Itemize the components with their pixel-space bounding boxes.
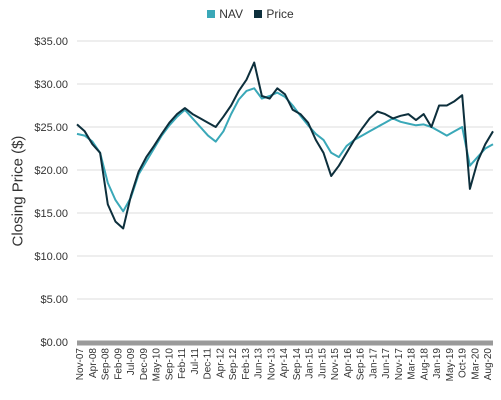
x-tick-label: Jun-15: [317, 348, 328, 379]
x-tick-label: Jul-11: [190, 348, 201, 375]
y-tick-label: $25.00: [34, 122, 68, 134]
x-tick-label: May-10: [152, 348, 163, 382]
x-tick-label: Nov-15: [330, 348, 341, 381]
x-tick-label: Nov-17: [394, 348, 405, 381]
legend-label-price: Price: [266, 7, 294, 21]
chart-legend: NAV Price: [0, 7, 501, 21]
x-tick-label: Feb-13: [241, 348, 252, 380]
x-tick-label: Sep-14: [292, 348, 303, 381]
x-tick-label: Apr-08: [88, 348, 99, 378]
x-tick-label: Dec-09: [139, 348, 150, 381]
x-tick-label: Sep-08: [101, 348, 112, 381]
x-tick-label: Dec-11: [203, 348, 214, 380]
x-tick-label: Oct-19: [458, 348, 469, 378]
x-tick-label: Jun-13: [254, 348, 265, 379]
x-tick-label: Jan-15: [305, 348, 316, 379]
x-tick-label: Sep-10: [164, 348, 175, 381]
x-tick-label: Mar-20: [470, 348, 481, 380]
y-tick-label: $30.00: [34, 79, 68, 91]
x-tick-label: Apr-12: [215, 348, 226, 378]
x-tick-label: Jan-17: [368, 348, 379, 379]
x-tick-label: Apr-14: [279, 348, 290, 378]
y-tick-label: $10.00: [34, 251, 68, 263]
y-tick-label: $0.00: [40, 337, 68, 349]
y-tick-label: $35.00: [34, 36, 68, 48]
x-tick-label: Feb-11: [177, 348, 188, 379]
legend-swatch-price: [254, 10, 263, 18]
x-tick-label: Mar-18: [407, 348, 418, 380]
y-tick-label: $5.00: [40, 294, 68, 306]
y-tick-label: $20.00: [34, 165, 68, 177]
legend-item-nav[interactable]: NAV: [207, 7, 243, 21]
legend-item-price[interactable]: Price: [254, 7, 294, 21]
series-line-price: [76, 61, 494, 230]
y-tick-label: $15.00: [34, 208, 68, 220]
x-tick-label: Apr-16: [343, 348, 354, 378]
x-tick-label: Sep-16: [356, 348, 367, 381]
x-tick-label: Nov-13: [266, 348, 277, 381]
legend-label-nav: NAV: [219, 7, 244, 21]
x-tick-label: Feb-09: [113, 348, 124, 380]
x-tick-label: Aug-20: [483, 348, 494, 381]
x-tick-label: Nov-07: [75, 348, 86, 381]
x-tick-label: Aug-18: [419, 348, 430, 381]
x-tick-label: May-19: [445, 348, 456, 382]
legend-swatch-nav: [207, 10, 216, 18]
x-tick-label: Jun-17: [381, 348, 392, 379]
x-tick-label: Sep-12: [228, 348, 239, 381]
x-tick-label: Jul-09: [126, 348, 137, 376]
x-tick-label: Jan-19: [432, 348, 443, 379]
series-line-nav: [76, 87, 494, 213]
